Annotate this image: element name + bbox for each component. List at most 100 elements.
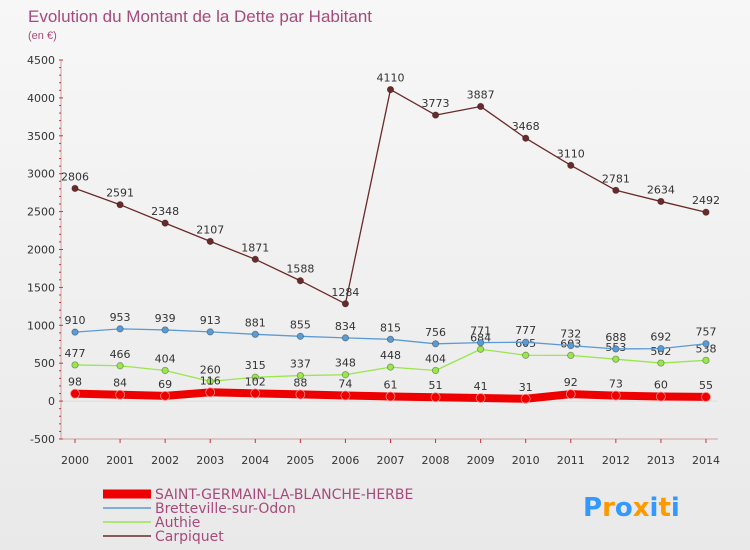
y-tick-label: 1500 [27, 281, 55, 294]
x-tick-label: 2011 [557, 454, 585, 467]
data-point [610, 390, 621, 401]
data-label: 88 [293, 376, 307, 389]
data-point [656, 391, 666, 402]
data-point [251, 330, 259, 338]
data-point [475, 393, 486, 403]
data-point [115, 389, 125, 400]
data-point [477, 102, 485, 111]
data-point [522, 338, 530, 346]
data-point [612, 186, 620, 194]
data-point [71, 361, 79, 369]
data-point [116, 201, 124, 209]
data-point [341, 334, 350, 342]
data-point [341, 300, 350, 308]
data-point [386, 335, 395, 343]
data-point [565, 389, 576, 400]
series-3: 2806 2591 2348 2107 1871 1588 1284 4110 3773 3887… [61, 72, 720, 308]
data-label: 448 [380, 349, 401, 362]
data-label: 4110 [376, 72, 404, 85]
data-point [567, 161, 575, 169]
data-label: 3110 [557, 147, 585, 160]
data-point [612, 345, 620, 353]
data-point [161, 366, 169, 375]
brand-text: Proxiti [583, 493, 680, 523]
data-point [251, 255, 259, 263]
data-label: 404 [155, 352, 176, 365]
x-tick-label: 2005 [286, 454, 314, 467]
data-label: 3887 [467, 88, 495, 101]
axes: -500 0 500 1000 1500 2000 2500 3000 3500 4000 4500… [27, 54, 720, 467]
y-tick-label: 4000 [27, 92, 55, 105]
data-point [385, 391, 396, 402]
legend-label: Bretteville-sur-Odon [155, 501, 296, 517]
x-tick-label: 2006 [331, 454, 359, 467]
data-point [161, 219, 169, 227]
data-label: 538 [695, 342, 716, 355]
data-point [296, 371, 304, 380]
data-point [567, 342, 575, 350]
data-label: 855 [290, 318, 311, 331]
data-point [657, 197, 665, 206]
proxiti-logo: Proxiti [583, 493, 680, 523]
x-tick-label: 2014 [692, 454, 720, 467]
data-label: 84 [113, 377, 127, 390]
data-point [520, 393, 531, 404]
data-label: 953 [110, 311, 131, 324]
data-label: 1284 [331, 286, 359, 299]
data-point [296, 332, 304, 340]
x-tick-label: 2008 [422, 454, 450, 467]
data-label: 2492 [692, 194, 720, 207]
data-point [431, 340, 440, 348]
data-point [205, 387, 216, 398]
data-label: 757 [695, 326, 716, 339]
data-label: 2634 [647, 183, 675, 196]
data-label: 61 [383, 378, 397, 391]
x-tick-label: 2001 [106, 454, 134, 467]
data-point [70, 388, 80, 399]
data-point [206, 377, 214, 385]
legend: SAINT-GERMAIN-LA-BLANCHE-HERBEBrettevill… [103, 487, 413, 545]
data-point [702, 356, 710, 364]
data-label: 2348 [151, 205, 179, 218]
data-label: 477 [65, 347, 86, 360]
data-label: 913 [200, 314, 221, 327]
y-tick-label: 500 [34, 357, 55, 370]
data-label: 771 [470, 325, 491, 338]
data-label: 31 [519, 381, 533, 394]
data-point [612, 355, 620, 363]
data-label: 74 [338, 377, 352, 390]
series-line [74, 88, 707, 305]
data-point [160, 390, 171, 401]
data-label: 92 [564, 376, 578, 389]
data-label: 2806 [61, 170, 89, 183]
y-tick-label: 4500 [27, 54, 55, 67]
data-label: 732 [560, 328, 581, 341]
data-label: 1871 [241, 241, 269, 254]
data-label: 337 [290, 358, 311, 371]
data-point [477, 345, 485, 353]
x-tick-label: 2007 [376, 454, 404, 467]
legend-label: Authie [155, 515, 200, 531]
data-label: 41 [474, 380, 488, 393]
y-tick-label: 0 [48, 395, 55, 408]
data-label: 1588 [286, 263, 314, 276]
data-label: 3468 [512, 120, 540, 133]
series-1: 910 953 939 913 881 855 834 815 756 771 777 732 688 6… [65, 311, 716, 353]
data-point [71, 328, 79, 336]
data-label: 2781 [602, 172, 630, 185]
data-point [206, 237, 214, 245]
data-label: 260 [200, 363, 221, 376]
data-label: 55 [699, 379, 713, 392]
x-tick-label: 2002 [151, 454, 179, 467]
data-label: 51 [429, 379, 443, 392]
data-point [430, 392, 441, 403]
data-point [116, 362, 124, 370]
data-point [477, 339, 485, 347]
data-point [431, 111, 440, 119]
x-tick-label: 2004 [241, 454, 269, 467]
data-label: 60 [654, 379, 668, 392]
data-point [431, 366, 440, 375]
data-point [657, 345, 665, 353]
data-point [386, 85, 395, 94]
